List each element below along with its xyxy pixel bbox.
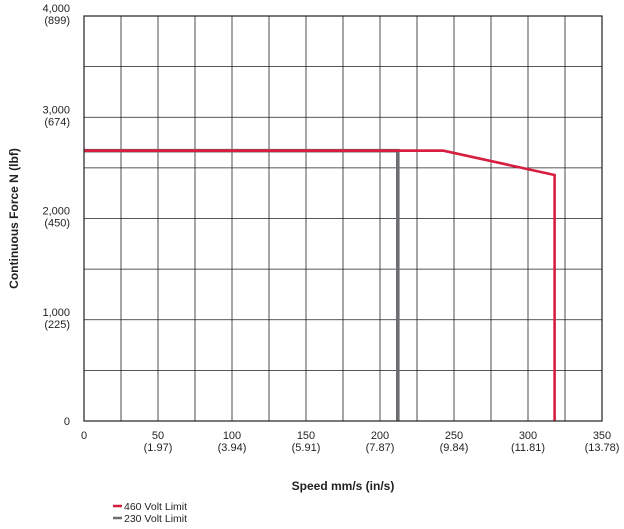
legend-label: 230 Volt Limit: [124, 513, 187, 525]
series-line: [84, 148, 400, 421]
x-tick-label: 100: [223, 430, 241, 442]
x-tick-sublabel: (11.81): [511, 442, 545, 454]
y-tick-label: 1,000: [42, 307, 70, 319]
y-tick-label: 0: [64, 416, 70, 428]
x-axis-title: Speed mm/s (in/s): [292, 479, 395, 493]
x-tick-sublabel: (13.78): [585, 442, 620, 454]
series-line: [84, 149, 556, 421]
series-layer: [84, 148, 556, 421]
x-tick-label: 0: [81, 430, 87, 442]
tick-labels: 0 50(1.97)100(3.94)150(5.91)200(7.87)250(…: [42, 3, 619, 454]
x-tick-sublabel: (3.94): [218, 442, 247, 454]
x-tick-label: 300: [519, 430, 537, 442]
x-tick-sublabel: (9.84): [440, 442, 469, 454]
x-tick-label: 50: [152, 430, 164, 442]
y-tick-label: 4,000: [42, 3, 70, 15]
y-tick-sublabel: (899): [44, 15, 70, 27]
y-tick-sublabel: (225): [44, 319, 70, 331]
x-tick-sublabel: (5.91): [292, 442, 321, 454]
x-tick-sublabel: (1.97): [144, 442, 173, 454]
x-tick-sublabel: (7.87): [366, 442, 395, 454]
grid: [83, 15, 603, 422]
y-tick-label: 3,000: [42, 104, 70, 116]
x-tick-label: 150: [297, 430, 315, 442]
x-tick-label: 200: [371, 430, 389, 442]
y-tick-sublabel: (674): [44, 116, 70, 128]
x-tick-label: 250: [445, 430, 463, 442]
plot-frame: [83, 15, 603, 422]
y-tick-label: 2,000: [42, 206, 70, 218]
x-tick-label: 350: [593, 430, 611, 442]
y-axis-title: Continuous Force N (lbf): [7, 148, 21, 289]
y-tick-sublabel: (450): [44, 218, 70, 230]
legend-label: 460 Volt Limit: [124, 501, 187, 513]
